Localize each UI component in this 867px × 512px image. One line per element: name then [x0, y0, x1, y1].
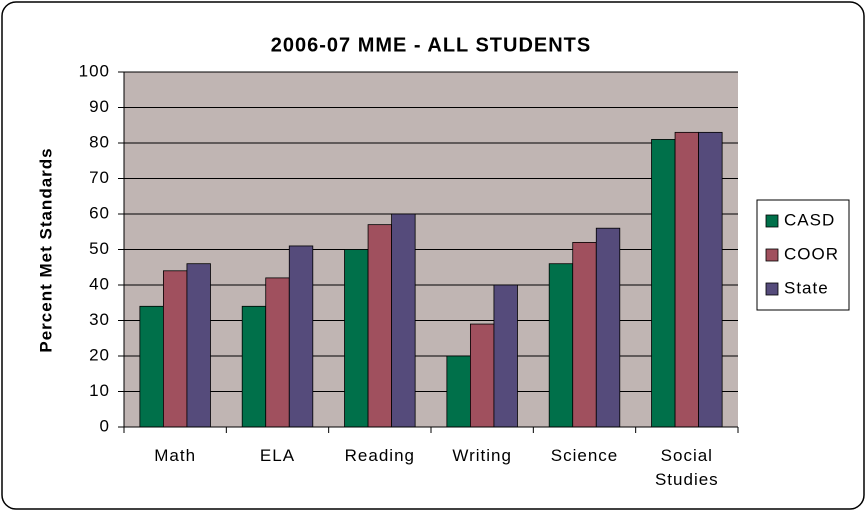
y-tick-label: 40 — [89, 274, 110, 293]
bar — [265, 277, 290, 428]
y-tick-label: 80 — [89, 132, 110, 151]
bar — [446, 355, 471, 428]
y-tick-label: 70 — [89, 168, 110, 187]
legend-label: CASD — [784, 210, 835, 229]
legend-label: COOR — [784, 244, 839, 263]
bar — [493, 284, 518, 428]
x-tick-label: Writing — [452, 446, 512, 465]
legend-label: State — [784, 278, 829, 297]
bar — [698, 131, 723, 428]
bar — [595, 227, 621, 428]
bar — [391, 213, 416, 428]
x-tick-label: ELA — [259, 446, 296, 465]
y-axis-label: Percent Met Standards — [36, 147, 55, 352]
bar — [548, 263, 574, 428]
legend-swatch — [765, 282, 779, 296]
bar — [162, 270, 188, 428]
bar — [367, 224, 393, 428]
y-tick-label: 0 — [100, 416, 110, 435]
bar — [288, 245, 314, 428]
y-tick-label: 30 — [89, 310, 110, 329]
y-tick-label: 90 — [89, 97, 110, 116]
legend-swatch — [765, 214, 779, 228]
bar — [344, 249, 369, 428]
legend-swatch — [765, 248, 779, 262]
x-tick-label: Science — [550, 446, 619, 465]
y-tick-label: 20 — [89, 345, 110, 364]
y-tick-label: 10 — [89, 381, 110, 400]
bar — [572, 241, 597, 428]
chart-title: 2006-07 MME - ALL STUDENTS — [271, 34, 592, 56]
y-tick-label: 50 — [89, 239, 110, 258]
x-tick-label: Social Studies — [654, 446, 719, 489]
y-tick-label: 60 — [89, 203, 110, 222]
y-tick-label: 100 — [79, 61, 110, 80]
bar — [674, 131, 700, 428]
bar — [139, 305, 164, 428]
x-tick-label: Reading — [344, 446, 415, 465]
bar — [186, 263, 211, 428]
x-tick-label: Math — [154, 446, 197, 465]
bar — [469, 323, 495, 428]
bar — [241, 305, 267, 428]
bar — [651, 139, 676, 428]
